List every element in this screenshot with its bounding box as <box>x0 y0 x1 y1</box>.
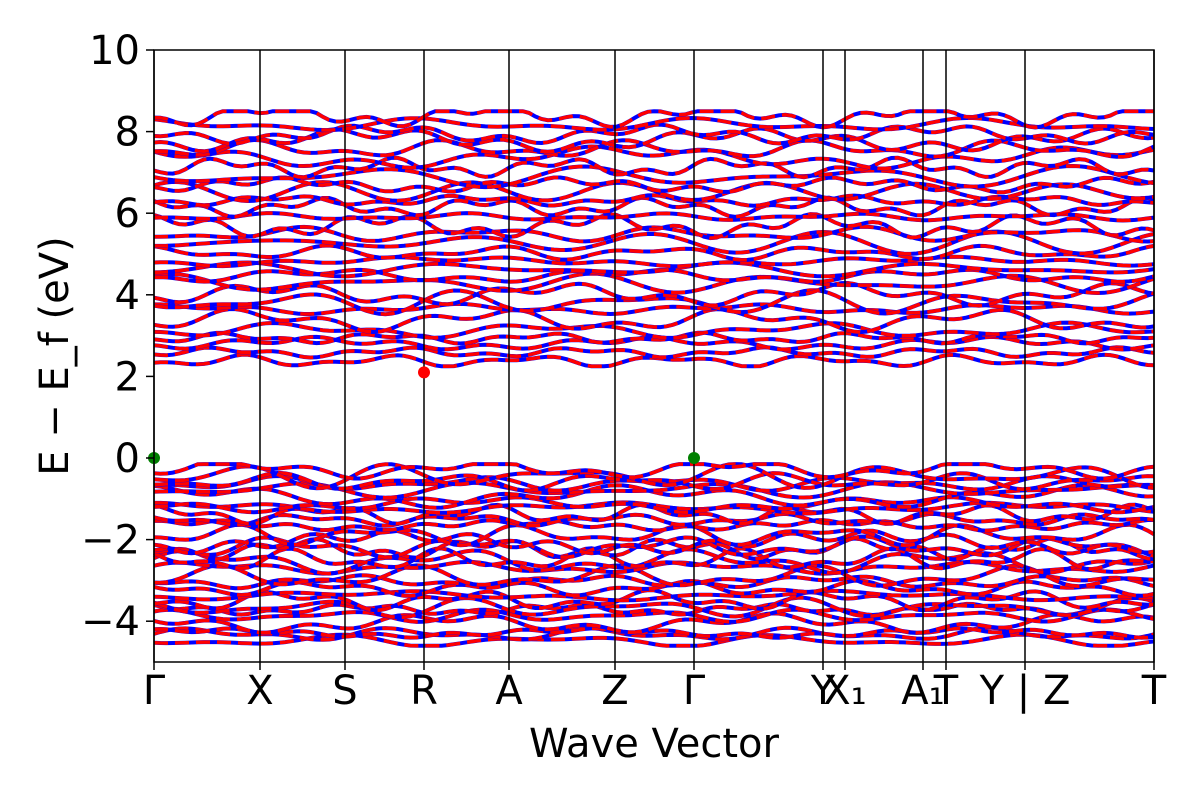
band-line-red <box>153 212 1155 240</box>
x-tick-label: T <box>1141 668 1167 714</box>
band-line-red <box>153 155 1155 179</box>
x-tick-label: Z <box>601 668 628 714</box>
y-tick-label: 6 <box>115 191 140 237</box>
band-line-red <box>153 611 1155 635</box>
band-line-red <box>153 596 1155 620</box>
band-edge-markers <box>148 366 700 464</box>
band-line-red <box>153 307 1155 334</box>
kpoint-divider-lines <box>153 50 1155 662</box>
vbm-marker <box>688 452 700 464</box>
band-line-blue <box>153 211 1155 223</box>
band-line-blue <box>153 588 1155 603</box>
band-line-red <box>153 109 1154 130</box>
x-tick-label: A <box>495 668 523 714</box>
x-tick-label: X <box>246 668 273 714</box>
x-tick-label: R <box>410 668 438 714</box>
y-tick-label: −4 <box>81 599 140 645</box>
x-tick-label: Y | Z <box>979 668 1071 714</box>
x-axis-label: Wave Vector <box>529 721 780 767</box>
y-tick-label: 0 <box>115 436 140 482</box>
x-tick-label: T <box>933 668 959 714</box>
band-line-red <box>153 345 1155 360</box>
band-line-red <box>153 281 1155 308</box>
band-line-red <box>153 175 1155 195</box>
band-line-red <box>153 288 1155 316</box>
x-tick-label: Γ <box>143 668 166 714</box>
band-line-red <box>153 138 1155 159</box>
band-line-red <box>153 512 1155 528</box>
band-line-red <box>153 480 1155 500</box>
band-line-red <box>153 547 1155 576</box>
band-line-red <box>153 243 1155 262</box>
band-line-red <box>153 260 1155 279</box>
band-line-red <box>153 144 1155 171</box>
band-line-blue <box>153 115 1155 133</box>
band-line-red <box>153 122 1155 146</box>
y-tick-label: 2 <box>115 354 140 400</box>
y-tick-label: 4 <box>115 273 140 319</box>
band-line-red <box>153 462 1155 481</box>
x-tick-label: S <box>332 668 357 714</box>
band-line-red <box>153 546 1155 571</box>
y-axis-ticks: −4 −2 0 2 4 6 8 10 <box>81 28 154 645</box>
band-line-red <box>153 126 1155 154</box>
band-line-red <box>153 534 1155 560</box>
band-line-red <box>153 522 1155 548</box>
band-line-red <box>153 563 1155 588</box>
cbm-marker <box>418 366 430 379</box>
plot-frame <box>153 49 1155 663</box>
band-line-red <box>153 225 1155 244</box>
band-line-red <box>153 164 1155 189</box>
band-line-blue <box>153 626 1155 640</box>
y-axis-label: E − E_f (eV) <box>32 236 78 475</box>
x-tick-label: A₁ <box>901 668 944 714</box>
band-line-red <box>153 607 1155 624</box>
y-tick-label: −2 <box>81 518 140 564</box>
band-line-blue <box>153 254 1155 269</box>
band-line-red <box>153 578 1155 598</box>
band-line-red <box>153 518 1154 533</box>
band-line-red <box>153 271 1155 295</box>
band-line-red <box>153 320 1155 340</box>
band-lines <box>153 109 1156 648</box>
x-tick-label: Γ <box>683 668 706 714</box>
band-line-red <box>153 528 1155 556</box>
band-line-blue <box>153 632 1155 648</box>
band-line-red <box>153 462 1155 491</box>
x-tick-label: Y <box>810 668 836 714</box>
x-tick-label: X₁ <box>823 668 866 714</box>
y-tick-label: 10 <box>89 28 140 74</box>
y-tick-label: 8 <box>115 110 140 156</box>
